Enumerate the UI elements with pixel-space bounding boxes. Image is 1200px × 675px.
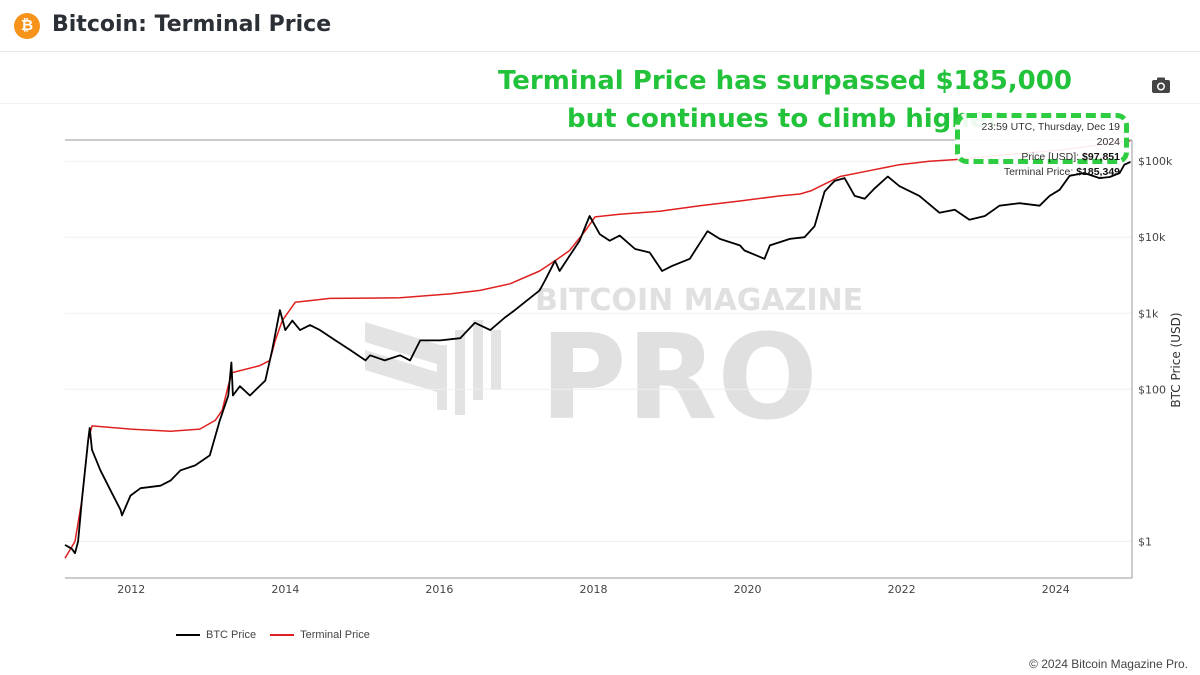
tooltip-terminal-label: Terminal Price: xyxy=(1003,166,1074,178)
x-tick-label: 2014 xyxy=(271,583,299,596)
svg-text:PRO: PRO xyxy=(540,308,818,446)
y-tick-label: $1 xyxy=(1138,535,1152,548)
tooltip-price-label: Price [USD]: xyxy=(1021,151,1080,163)
y-tick-label: $1k xyxy=(1138,307,1159,320)
page-header: ₿ Bitcoin: Terminal Price xyxy=(0,0,1200,52)
x-tick-label: 2016 xyxy=(425,583,453,596)
legend-item-terminal-price[interactable]: Terminal Price xyxy=(300,629,370,641)
x-tick-label: 2020 xyxy=(734,583,762,596)
legend: BTC Price Terminal Price xyxy=(176,629,370,641)
series-line-btc-price xyxy=(64,161,1131,555)
tooltip-price-value: $97,851 xyxy=(1082,151,1120,163)
y-axis-label: BTC Price (USD) xyxy=(1169,312,1183,407)
x-tick-label: 2018 xyxy=(579,583,607,596)
tooltip-terminal: Terminal Price: $185,349 xyxy=(960,165,1120,180)
legend-item-btc-price[interactable]: BTC Price xyxy=(206,629,257,641)
series-line-terminal-price xyxy=(64,140,1131,559)
watermark-logo: BITCOIN MAGAZINE PRO xyxy=(365,283,863,446)
tooltip-timestamp: 23:59 UTC, Thursday, Dec 19 2024 xyxy=(981,121,1120,148)
tooltip-terminal-value: $185,349 xyxy=(1076,166,1120,178)
annotation-line-1: Terminal Price has surpassed $185,000 xyxy=(498,66,1072,96)
bitcoin-icon: ₿ xyxy=(14,13,40,39)
divider xyxy=(0,103,1200,104)
page-title: Bitcoin: Terminal Price xyxy=(52,12,332,37)
legend-swatch-btc-price xyxy=(176,634,200,636)
y-tick-label: $100k xyxy=(1138,155,1173,168)
y-tick-label: $100 xyxy=(1138,383,1166,396)
x-tick-label: 2022 xyxy=(888,583,916,596)
annotation-line-2: but continues to climb higher xyxy=(567,104,1001,134)
legend-swatch-terminal-price xyxy=(270,634,295,636)
svg-text:BITCOIN MAGAZINE: BITCOIN MAGAZINE xyxy=(535,283,863,318)
copyright: © 2024 Bitcoin Magazine Pro. xyxy=(1029,657,1188,671)
y-tick-label: $10k xyxy=(1138,231,1166,244)
x-tick-label: 2012 xyxy=(117,583,145,596)
camera-icon[interactable] xyxy=(1151,76,1171,94)
tooltip-price: Price [USD]: $97,851 xyxy=(960,150,1120,165)
tooltip: 23:59 UTC, Thursday, Dec 19 2024 Price [… xyxy=(955,113,1129,178)
x-tick-label: 2024 xyxy=(1042,583,1070,596)
